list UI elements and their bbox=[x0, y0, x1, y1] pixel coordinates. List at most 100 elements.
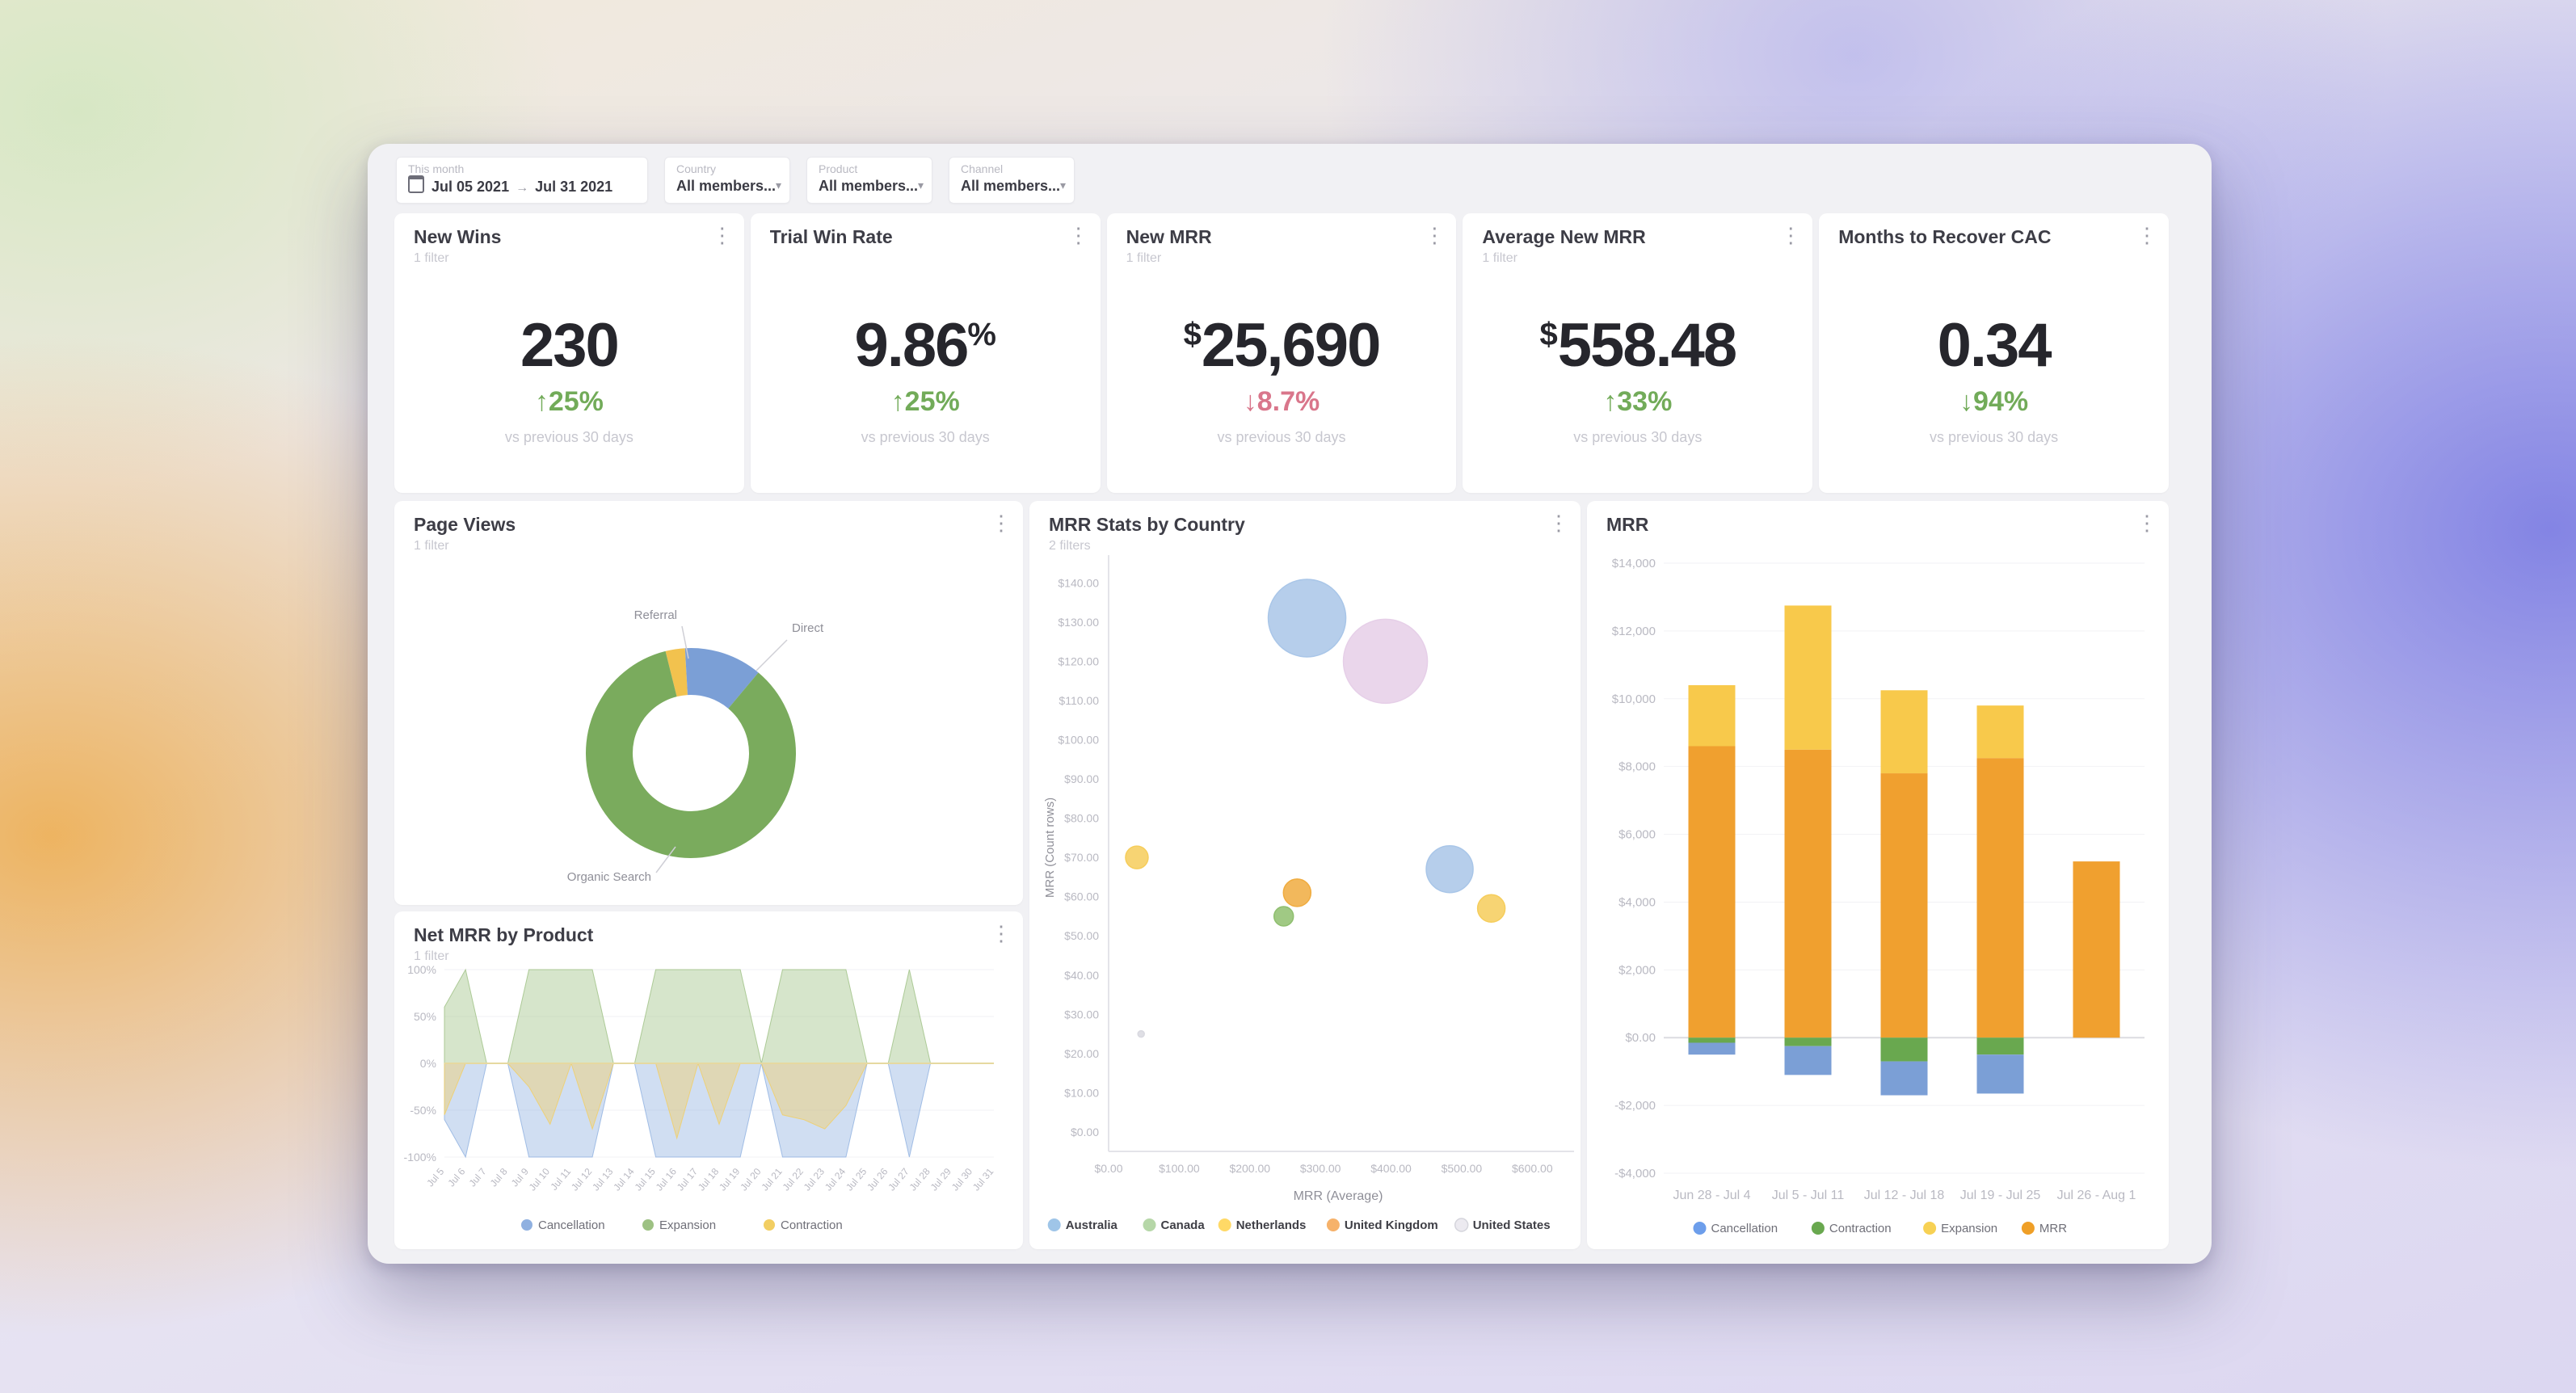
legend-label-mrr: MRR bbox=[2039, 1222, 2067, 1235]
kebab-menu-icon[interactable]: ⋮ bbox=[1424, 223, 1446, 247]
kebab-menu-icon[interactable]: ⋮ bbox=[2136, 511, 2157, 535]
legend-dot-expansion[interactable] bbox=[642, 1219, 654, 1231]
legend-dot-contraction[interactable] bbox=[1811, 1222, 1825, 1235]
donut-label-referral: Referral bbox=[634, 608, 677, 622]
x-tick-label: Jul 7 bbox=[467, 1166, 489, 1189]
bar-segment-cancellation-week1[interactable] bbox=[1688, 1042, 1736, 1055]
legend-label-cancellation: Cancellation bbox=[1711, 1222, 1778, 1235]
kebab-menu-icon[interactable]: ⋮ bbox=[1548, 511, 1569, 535]
x-tick-label: Jul 13 bbox=[590, 1166, 616, 1193]
legend-dot-expansion[interactable] bbox=[1923, 1222, 1937, 1235]
x-tick-label: Jul 20 bbox=[738, 1166, 764, 1193]
x-tick-label: $400.00 bbox=[1370, 1162, 1412, 1175]
bar-segment-expansion-week1[interactable] bbox=[1688, 685, 1736, 747]
page-views-subtitle: 1 filter bbox=[414, 539, 449, 553]
bar-segment-cancellation-week4[interactable] bbox=[1976, 1054, 2024, 1094]
x-tick-label: Jul 24 bbox=[823, 1166, 848, 1193]
bar-segment-contraction-week4[interactable] bbox=[1976, 1037, 2024, 1055]
bubble-united-states[interactable] bbox=[1342, 618, 1429, 705]
kebab-menu-icon[interactable]: ⋮ bbox=[2136, 223, 2157, 247]
date-range-picker[interactable]: This month Jul 05 2021 → Jul 31 2021 bbox=[396, 157, 648, 204]
x-tick-label: $600.00 bbox=[1512, 1162, 1553, 1175]
legend-dot-united-kingdom[interactable] bbox=[1326, 1218, 1340, 1231]
legend-dot-cancellation[interactable] bbox=[521, 1219, 532, 1231]
bar-segment-mrr-week3[interactable] bbox=[1880, 773, 1928, 1038]
channel-filter-dropdown[interactable]: Channel All members... ▾ bbox=[949, 157, 1075, 204]
bubble-united-states[interactable] bbox=[1137, 1029, 1145, 1038]
kpi-subtitle: 1 filter bbox=[1482, 251, 1517, 265]
bubble-netherlands[interactable] bbox=[1476, 894, 1506, 924]
legend-dot-australia[interactable] bbox=[1047, 1218, 1061, 1231]
panel-page-views: Referral Direct Organic Search Page Views … bbox=[394, 501, 1023, 905]
date-range-label: This month bbox=[408, 162, 465, 175]
kpi-comparison-label: vs previous 30 days bbox=[1217, 429, 1346, 445]
country-filter-dropdown[interactable]: Country All members... ▾ bbox=[664, 157, 790, 204]
kpi-subtitle: 1 filter bbox=[414, 251, 449, 265]
kebab-menu-icon[interactable]: ⋮ bbox=[1780, 223, 1802, 247]
legend-label-expansion: Expansion bbox=[1941, 1222, 1997, 1235]
bubble-australia[interactable] bbox=[1267, 579, 1347, 658]
bubble-united-kingdom[interactable] bbox=[1282, 878, 1312, 907]
y-tick-label: $4,000 bbox=[1618, 895, 1656, 909]
y-tick-label: $30.00 bbox=[1064, 1008, 1099, 1021]
y-tick-label: $14,000 bbox=[1612, 557, 1656, 570]
x-tick-label: Jul 19 - Jul 25 bbox=[1960, 1189, 2041, 1202]
x-tick-label: Jul 15 bbox=[633, 1166, 659, 1193]
y-tick-label: -50% bbox=[410, 1104, 436, 1117]
date-range-value: Jul 05 2021 → Jul 31 2021 bbox=[408, 175, 636, 199]
product-filter-dropdown[interactable]: Product All members... ▾ bbox=[806, 157, 932, 204]
bar-segment-expansion-week2[interactable] bbox=[1784, 605, 1832, 750]
legend-dot-netherlands[interactable] bbox=[1218, 1218, 1231, 1231]
legend-dot-mrr[interactable] bbox=[2021, 1222, 2035, 1235]
bubble-australia[interactable] bbox=[1425, 844, 1474, 894]
legend-dot-contraction[interactable] bbox=[764, 1219, 775, 1231]
legend-dot-canada[interactable] bbox=[1143, 1218, 1156, 1231]
kpi-card-new-wins: New Wins 1 filter ⋮ 230 ↑25% vs previous… bbox=[394, 213, 744, 493]
bar-segment-cancellation-week2[interactable] bbox=[1784, 1046, 1832, 1075]
kebab-menu-icon[interactable]: ⋮ bbox=[991, 511, 1012, 535]
legend-dot-cancellation[interactable] bbox=[1693, 1222, 1707, 1235]
kebab-menu-icon[interactable]: ⋮ bbox=[991, 921, 1012, 945]
bar-segment-mrr-week1[interactable] bbox=[1688, 746, 1736, 1038]
area-series-cancellation[interactable] bbox=[444, 1063, 994, 1159]
y-tick-label: $130.00 bbox=[1058, 616, 1099, 629]
date-end[interactable]: Jul 31 2021 bbox=[535, 179, 613, 195]
kpi-title: Average New MRR bbox=[1482, 226, 1646, 247]
y-tick-label: -$4,000 bbox=[1614, 1167, 1656, 1180]
bar-segment-contraction-week2[interactable] bbox=[1784, 1037, 1832, 1046]
donut-slice-referral[interactable] bbox=[665, 648, 688, 697]
date-start[interactable]: Jul 05 2021 bbox=[431, 179, 510, 195]
x-tick-label: Jul 5 - Jul 11 bbox=[1772, 1189, 1845, 1202]
bubble-netherlands[interactable] bbox=[1125, 845, 1149, 869]
bar-segment-mrr-week5[interactable] bbox=[2073, 861, 2120, 1038]
y-axis-title: MRR (Count rows) bbox=[1043, 798, 1057, 898]
bar-segment-expansion-week4[interactable] bbox=[1976, 705, 2024, 759]
x-tick-label: Jul 10 bbox=[527, 1166, 553, 1193]
donut-leader-line bbox=[756, 639, 788, 671]
kpi-comparison-label: vs previous 30 days bbox=[1930, 429, 2059, 445]
bar-segment-contraction-week1[interactable] bbox=[1688, 1037, 1736, 1043]
product-filter-value: All members... bbox=[819, 178, 919, 194]
kpi-delta: ↑25% bbox=[534, 386, 604, 417]
bubble-canada[interactable] bbox=[1273, 906, 1294, 927]
donut-slice-direct[interactable] bbox=[684, 648, 759, 709]
x-tick-label: Jul 8 bbox=[488, 1166, 510, 1189]
legend-dot-united-states[interactable] bbox=[1454, 1218, 1469, 1232]
bar-segment-contraction-week3[interactable] bbox=[1880, 1037, 1928, 1062]
y-tick-label: $0.00 bbox=[1071, 1126, 1099, 1138]
net-mrr-subtitle: 1 filter bbox=[414, 949, 449, 963]
x-tick-label: Jul 28 bbox=[907, 1166, 933, 1193]
kebab-menu-icon[interactable]: ⋮ bbox=[1067, 223, 1089, 247]
bar-segment-expansion-week3[interactable] bbox=[1880, 690, 1928, 774]
x-tick-label: Jul 30 bbox=[949, 1166, 975, 1193]
area-series-expansion[interactable] bbox=[444, 968, 994, 1064]
bar-segment-cancellation-week3[interactable] bbox=[1880, 1061, 1928, 1096]
kpi-delta: ↓8.7% bbox=[1243, 386, 1320, 417]
kpi-value: 230 bbox=[520, 311, 620, 380]
donut-slice-organic-search[interactable] bbox=[586, 650, 796, 858]
bar-segment-mrr-week4[interactable] bbox=[1976, 758, 2024, 1038]
legend-label-australia: Australia bbox=[1066, 1218, 1118, 1232]
x-tick-label: Jul 12 - Jul 18 bbox=[1864, 1189, 1945, 1202]
bar-segment-mrr-week2[interactable] bbox=[1784, 749, 1832, 1038]
kebab-menu-icon[interactable]: ⋮ bbox=[711, 223, 733, 247]
